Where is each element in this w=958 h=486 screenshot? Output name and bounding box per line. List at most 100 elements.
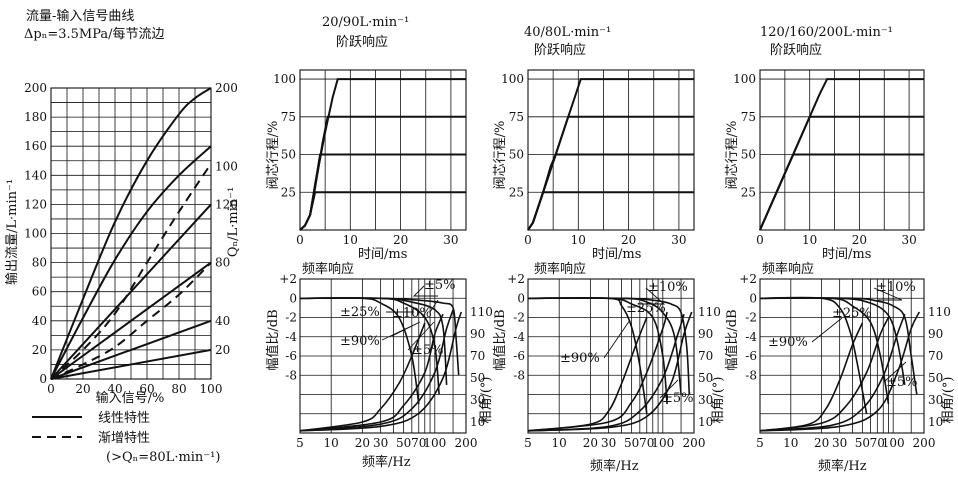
freq2-anno-90: ±90% [560,351,600,366]
freq-xtick: 100 [651,436,674,450]
flow-ytick: 200 [24,81,47,95]
freq-y2tick: 70 [470,349,485,363]
step-ytick: 25 [281,185,296,199]
freq-ylabel-right-1: 相角/(°) [479,376,494,423]
step-panel-1: 0 10 20 30 25 50 75 100 [273,69,467,247]
flow-right-label-120: 120 [215,197,238,211]
step-xlabel-2: 时间/ms [592,247,641,262]
freq-phase-±10% [299,309,454,432]
freq-ytick: -6 [513,349,525,363]
flow-ytick: 120 [24,197,47,211]
freq-phase-±5% [527,311,693,432]
step-xtick: 0 [296,233,304,247]
freq-y2tick: 70 [928,349,943,363]
freq-y2tick: 70 [698,349,713,363]
freq-mag-±90% [299,297,420,405]
step-ytick: 75 [509,110,524,124]
freq2-anno-10: ±10% [648,280,688,295]
step-ytick: 100 [501,72,524,86]
flow-right-label-100: 100 [215,160,238,174]
freq-ytick: -6 [745,349,757,363]
freq3-anno-10: ±10% [876,280,916,295]
freq-xtick: 30 [832,436,847,450]
step-title-2-line1: 40/80L·min⁻¹ [524,25,611,40]
freq-ytick: -4 [285,330,297,344]
step-ylabel-3: 阀芯行程/% [725,121,740,190]
freq-frame [759,278,925,434]
flow-frame [50,87,212,380]
flow-curves [50,87,212,380]
freq-xtick: 200 [455,436,478,450]
freq-ytick: -8 [745,368,757,382]
freq-xlabel-3: 频率/Hz [818,458,867,474]
flow-series-7 [50,261,212,380]
flow-xtick: 40 [107,382,122,396]
freq-phase-±90% [527,317,648,432]
step-panel-1-labels: 20/90L·min⁻¹ 阶跃响应 阀芯行程/% 时间/ms [266,15,409,262]
freq-xtick: 5 [524,436,532,450]
step-xtick: 20 [621,233,636,247]
flow-ylabel: 输出流量/L·min⁻¹ [4,179,20,285]
freq3-anno-25: ±25% [832,306,872,321]
freq-xtick: 10 [552,436,567,450]
freq-phase-±25% [299,313,444,432]
freq-phase-±10% [527,313,685,432]
flow-right-label-20: 20 [215,343,230,357]
flow-xlabel: 输入信号/% [96,390,165,406]
freq-xtick: 50 [396,436,411,450]
freq-xtick: 70 [870,436,885,450]
freq-xtick: 100 [882,436,905,450]
step-title-1-line2: 阶跃响应 [336,34,388,50]
step-frame [759,69,925,231]
freq-xtick: 50 [855,436,870,450]
freq-y2tick: 110 [698,305,721,319]
freq-xlabel-1: 频率/Hz [362,454,411,470]
freq-y2tick: 30 [928,393,943,407]
flow-right-label-40: 40 [215,314,230,328]
freq-ytick: -8 [513,368,525,382]
flow-series-5 [50,348,212,380]
step-ylabel-1: 阀芯行程/% [266,121,281,190]
step-ytick: 50 [741,148,756,162]
freq-ytick: 0 [289,291,297,305]
freq-frame [299,278,467,434]
freq-ylabel-left-1: 幅值比/dB [265,309,281,370]
flow-ytick: 100 [24,227,47,241]
freq-xtick: 30 [373,436,388,450]
step-xtick: 0 [524,233,532,247]
freq-title-3: 频率响应 [762,261,814,277]
flow-ytick: 140 [24,168,47,182]
flow-right-label: Qₙ/L·min⁻¹ [226,187,241,257]
freq-xtick: 20 [583,436,598,450]
step-panel-2: 0 10 20 30 25 50 75 100 [501,69,695,247]
legend-note: (>Qₙ=80L·min⁻¹) [106,450,220,465]
step-panel-3-labels: 120/160/200L·min⁻¹ 阶跃响应 阀芯行程/% 时间/ms [725,25,893,262]
step-xtick: 20 [393,233,408,247]
freq3-anno-5: ±5% [886,375,918,390]
freq-ytick: -8 [285,368,297,382]
freq-ytick: +2 [507,272,525,286]
freq-panel-2-labels: 频率响应 幅值比/dB 相角/(°) 频率/Hz [492,261,726,474]
freq1-leader-90 [381,321,421,341]
step-ytick: 50 [281,148,296,162]
step-xtick: 30 [671,233,686,247]
flow-series-4 [50,319,212,380]
step-xtick: 30 [443,233,458,247]
freq2-leader-10 [640,287,666,305]
freq-xtick: 200 [683,436,706,450]
step-xlabel-1: 时间/ms [358,247,407,262]
freq-y2tick: 50 [928,371,943,385]
freq-ytick: 0 [517,291,525,305]
flow-grid [50,87,212,380]
freq-ytick: -6 [285,349,297,363]
freq-xtick: 50 [624,436,639,450]
step-series-25% [527,191,694,231]
freq-ylabel-right-2: 相角/(°) [711,376,726,423]
flow-ytick: 160 [24,139,47,153]
freq-panel-1-labels: 频率响应 幅值比/dB 相角/(°) 频率/Hz [265,261,494,470]
freq-xtick: 30 [601,436,616,450]
step-xtick: 20 [852,233,867,247]
flow-series-3 [50,261,212,380]
freq-ytick: -4 [745,330,757,344]
